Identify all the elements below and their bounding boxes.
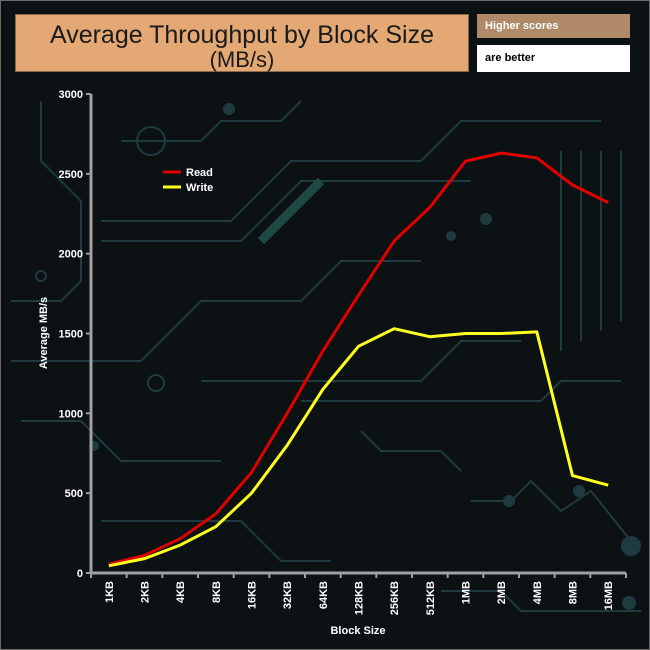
chart-title-box: Average Throughput by Block Size (MB/s) [15,14,469,72]
x-axis-title: Block Size [330,625,385,637]
x-tick-label: 2KB [140,581,152,603]
x-tick-label: 8KB [211,581,223,603]
x-tick-label: 8MB [568,581,580,604]
x-tick-label: 256KB [389,581,401,615]
legend: Read Write [163,167,213,194]
series-line-read [108,151,609,566]
x-tick-label: 1KB [104,581,116,603]
x-tick-label: 4MB [532,581,544,604]
x-tick-label: 4KB [175,581,187,603]
y-tick-label: 3000 [59,89,83,101]
x-tick-label: 64KB [318,581,330,609]
series-lines [108,151,609,568]
x-tick-label: 32KB [282,581,294,609]
x-axis-ticks: 1KB 2KB 4KB 8KB 16KB 32KB 64KB 128KB 256KB 512KB 1… [90,573,627,615]
x-tick-label: 128KB [354,581,366,615]
x-tick-label: 512KB [425,581,437,615]
y-tick-label: 0 [77,568,83,580]
x-tick-label: 16KB [247,581,259,609]
chart-title: Average Throughput by Block Size [49,21,435,49]
x-tick-label: 2MB [496,581,508,604]
note-are-better: are better [477,45,630,72]
chart-subtitle: (MB/s) [209,47,275,72]
y-axis-ticks: 0 500 1000 1500 2000 2500 3000 [59,89,91,580]
y-tick-label: 1000 [59,408,83,420]
y-tick-label: 2500 [59,169,83,181]
y-tick-label: 500 [65,488,83,500]
circuit-background [11,100,641,612]
legend-label-write: Write [186,182,213,194]
note-higher-scores: Higher scores [477,14,630,38]
y-axis-title: Average MB/s [38,297,50,369]
x-tick-label: 16MB [603,581,615,610]
y-tick-label: 2000 [59,249,83,261]
series-line-write [108,327,609,568]
legend-label-read: Read [186,167,213,179]
y-tick-label: 1500 [59,329,83,341]
x-tick-label: 1MB [461,581,473,604]
